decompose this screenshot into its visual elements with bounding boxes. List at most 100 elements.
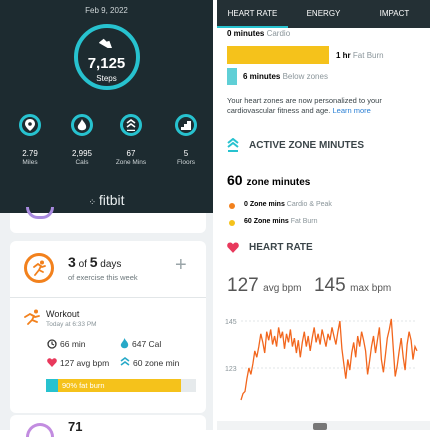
azm-row-value: 60 Zone mins [244, 218, 289, 225]
avg-bpm-value: 127 [227, 275, 259, 296]
exercise-goal: 3 of 5 days [68, 254, 121, 270]
stat-floors: 5 Floors [163, 114, 209, 166]
below-zone-segment [46, 379, 58, 392]
divider [10, 297, 206, 298]
info-text: Your heart zones are now personalized to… [227, 96, 382, 115]
bottom-nav-bar [217, 421, 430, 430]
stat-label: Floors [176, 159, 196, 166]
exercise-card[interactable]: 3 of 5 days of exercise this week + Work… [10, 241, 206, 413]
shoe-icon [99, 38, 113, 48]
plus-icon[interactable]: + [175, 254, 187, 276]
progress-ring [26, 207, 54, 219]
fatburn-label: 90% fat burn [62, 381, 105, 390]
cardio-label: Cardio [266, 29, 291, 38]
stairs-icon [175, 114, 197, 136]
clock-icon [47, 339, 57, 349]
stat-calories: 2,995 Cals [59, 114, 105, 166]
avg-bpm-label: avg bpm [263, 283, 302, 294]
below-zone-bar [227, 68, 237, 85]
fatburn-fill [46, 379, 181, 392]
max-bpm-value: 145 [313, 275, 346, 296]
workout-duration: 66 min [60, 339, 86, 349]
zone-chevrons-icon [227, 138, 239, 152]
y-tick-label: 145 [225, 319, 237, 326]
azm-row-cardio: 0 Zone mins Cardio & Peak [244, 201, 332, 208]
runner-icon [24, 253, 54, 283]
cardio-row: 0 minutes Cardio [227, 29, 290, 38]
fatburn-row: 1 hr Fat Burn [336, 51, 384, 60]
learn-more-link[interactable]: Learn more [332, 106, 371, 115]
fatburn-dot [229, 220, 235, 226]
heart-zones-panel: HEART RATE ENERGY IMPACT 0 minutes Cardi… [217, 0, 430, 213]
zone-chevrons-icon [120, 114, 142, 136]
workout-title: Workout [46, 309, 80, 319]
steps-ring [74, 24, 140, 90]
azm-unit: zone minutes [246, 177, 311, 188]
flame-icon [120, 338, 129, 349]
stat-miles: 2.79 Miles [7, 114, 53, 166]
exercise-panel: 3 of 5 days of exercise this week + Work… [0, 207, 213, 437]
below-zone-value: 6 minutes [243, 72, 281, 81]
flame-icon [71, 114, 93, 136]
heart-rate-series [240, 318, 418, 401]
stat-value: 67 [126, 149, 136, 158]
fatburn-progress: 90% fat burn [46, 379, 196, 392]
heart-icon [47, 358, 57, 367]
brand-name: fitbit [98, 192, 125, 208]
workout-calories: 647 Cal [132, 339, 162, 349]
previous-card [10, 207, 206, 233]
azm-row-fatburn: 60 Zone mins Fat Burn [244, 218, 318, 225]
heart-rate-panel: 60 Zone mins Fat Burn HEART RATE 127 avg… [217, 213, 430, 430]
workout-runner-icon [24, 309, 40, 325]
cardio-dot [229, 203, 235, 209]
stat-label: Zone Mins [115, 159, 147, 166]
stat-label: Cals [75, 159, 89, 166]
fatburn-value: 1 hr [336, 51, 351, 60]
fatburn-bar [227, 46, 329, 64]
next-card-value: 71 [68, 419, 83, 434]
azm-summary: 60 zone minutes [227, 172, 310, 188]
stat-value: 5 [183, 149, 189, 158]
steps-value: 7,125 [87, 55, 126, 72]
heart-icon [227, 242, 239, 253]
steps-label: Steps [96, 74, 117, 83]
azm-row-value: 0 Zone mins [244, 201, 285, 208]
workout-avg-bpm: 127 avg bpm [60, 358, 110, 368]
y-tick-label: 123 [225, 366, 237, 373]
workout-zone-min: 60 zone min [133, 358, 180, 368]
fitbit-dots-icon: ⁘ [88, 197, 95, 207]
fitbit-logo: ⁘ fitbit [0, 192, 213, 208]
goal-unit: days [100, 259, 122, 270]
tab-heart-rate[interactable]: HEART RATE [217, 0, 288, 28]
goal-subtitle: of exercise this week [68, 273, 138, 282]
progress-ring [26, 423, 54, 437]
tab-impact[interactable]: IMPACT [379, 9, 410, 18]
watch-date: Feb 9, 2022 [85, 6, 128, 15]
stat-label: Miles [22, 159, 38, 166]
zones-info: Your heart zones are now personalized to… [227, 96, 423, 116]
azm-row-label: Fat Burn [290, 218, 318, 225]
next-card[interactable]: 71 [10, 415, 206, 437]
fatburn-label: Fat Burn [352, 51, 384, 60]
max-bpm-label: max bpm [350, 283, 392, 294]
azm-title: ACTIVE ZONE MINUTES [249, 140, 365, 151]
stat-value: 2.79 [22, 149, 38, 158]
heart-rate-chart: 145 123 [225, 318, 418, 401]
goal-of: of [78, 259, 87, 270]
location-pin-icon [19, 114, 41, 136]
cardio-value: 0 minutes [227, 29, 265, 38]
goal-done: 3 [68, 254, 76, 270]
azm-row-label: Cardio & Peak [286, 201, 332, 208]
nav-square-icon[interactable] [313, 423, 327, 430]
below-zone-row: 6 minutes Below zones [243, 72, 328, 81]
zone-chevrons-icon [120, 357, 130, 366]
azm-value: 60 [227, 172, 243, 188]
hr-summary: 127 avg bpm 145 max bpm [227, 275, 391, 297]
workout-time: Today at 6:33 PM [46, 321, 97, 328]
stat-zone-mins: 67 Zone Mins [108, 114, 154, 166]
tab-energy[interactable]: ENERGY [306, 9, 341, 18]
stat-value: 2,995 [71, 149, 93, 158]
hr-title: HEART RATE [249, 242, 313, 253]
goal-total: 5 [89, 254, 98, 270]
tab-bar: HEART RATE ENERGY IMPACT [217, 0, 430, 28]
